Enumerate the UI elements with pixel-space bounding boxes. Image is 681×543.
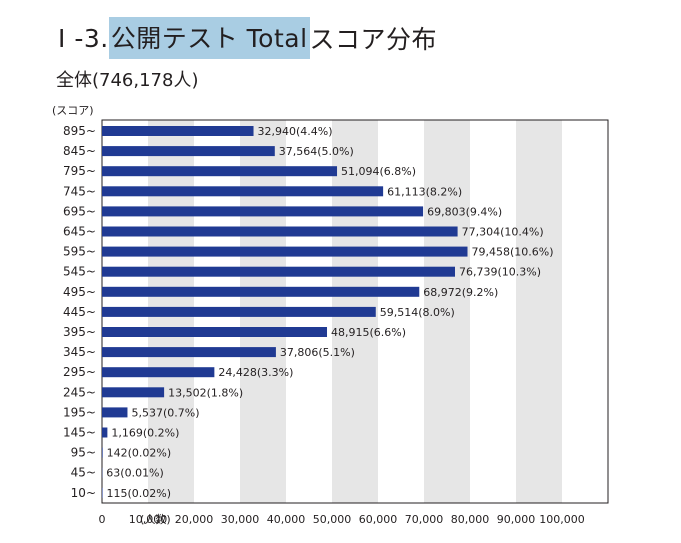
bar xyxy=(102,206,424,217)
y-tick-label: 745~ xyxy=(63,184,96,198)
y-tick-label: 495~ xyxy=(63,285,96,299)
bar xyxy=(102,286,420,297)
x-tick-label: 20,000 xyxy=(175,513,214,526)
x-tick-label: 90,000 xyxy=(497,513,536,526)
bar xyxy=(102,347,276,358)
data-label: 48,915(6.6%) xyxy=(331,326,406,339)
x-tick-label: 0 xyxy=(99,513,106,526)
title-prefix: I -3. xyxy=(58,23,109,53)
data-label: 79,458(10.6%) xyxy=(472,246,554,259)
y-tick-label: 295~ xyxy=(63,365,96,379)
x-axis-label: (人数) xyxy=(140,513,171,526)
y-tick-label: 795~ xyxy=(63,164,96,178)
y-tick-label: 845~ xyxy=(63,144,96,158)
y-tick-label: 395~ xyxy=(63,325,96,339)
bar xyxy=(102,266,455,277)
y-tick-label: 895~ xyxy=(63,124,96,138)
x-tick-label: 30,000 xyxy=(221,513,260,526)
y-tick-label: 145~ xyxy=(63,426,96,440)
y-tick-label: 345~ xyxy=(63,345,96,359)
data-label: 51,094(6.8%) xyxy=(341,165,416,178)
bar xyxy=(102,246,468,257)
y-tick-label: 245~ xyxy=(63,385,96,399)
y-tick-label: 10~ xyxy=(71,486,96,500)
y-tick-label: 545~ xyxy=(63,265,96,279)
data-label: 37,564(5.0%) xyxy=(279,145,354,158)
y-tick-label: 645~ xyxy=(63,225,96,239)
data-label: 68,972(9.2%) xyxy=(423,286,498,299)
data-label: 142(0.02%) xyxy=(107,447,172,460)
data-label: 59,514(8.0%) xyxy=(380,306,455,319)
x-tick-label: 10,000 xyxy=(129,513,168,526)
x-tick-label: 70,000 xyxy=(405,513,444,526)
title-highlight: 公開テスト Total xyxy=(108,17,310,59)
data-label: 77,304(10.4%) xyxy=(462,226,544,239)
data-label: 32,940(4.4%) xyxy=(258,125,333,138)
data-label: 37,806(5.1%) xyxy=(280,346,355,359)
y-tick-label: 695~ xyxy=(63,204,96,218)
bar xyxy=(102,447,103,458)
y-axis-label: (スコア) xyxy=(52,104,94,117)
bar xyxy=(102,186,384,197)
bar xyxy=(102,126,254,136)
data-label: 115(0.02%) xyxy=(107,487,172,500)
x-tick-label: 50,000 xyxy=(313,513,352,526)
data-label: 13,502(1.8%) xyxy=(168,386,243,399)
x-tick-label: 60,000 xyxy=(359,513,398,526)
chart-subtitle: 全体(746,178人) xyxy=(56,70,199,91)
data-label: 61,113(8.2%) xyxy=(387,185,462,198)
x-tick-label: 80,000 xyxy=(451,513,490,526)
grid-band xyxy=(424,120,470,503)
y-tick-label: 595~ xyxy=(63,245,96,259)
bar xyxy=(102,327,328,337)
bar xyxy=(102,146,275,157)
data-label: 24,428(3.3%) xyxy=(218,366,293,379)
bar xyxy=(102,427,108,438)
data-label: 1,169(0.2%) xyxy=(111,427,179,440)
bar xyxy=(102,407,128,418)
data-label: 5,537(0.7%) xyxy=(131,406,199,419)
bar xyxy=(102,306,376,317)
data-label: 76,739(10.3%) xyxy=(459,266,541,279)
x-tick-label: 100,000 xyxy=(539,513,585,526)
data-label: 63(0.01%) xyxy=(106,467,164,480)
bar xyxy=(102,226,458,237)
y-tick-label: 195~ xyxy=(63,405,96,419)
x-tick-label: 40,000 xyxy=(267,513,306,526)
bar xyxy=(102,487,103,498)
page-title: I -3. 公開テスト Total スコア分布 xyxy=(58,17,438,59)
y-tick-label: 45~ xyxy=(71,466,96,480)
y-tick-label: 95~ xyxy=(71,446,96,460)
grid-band xyxy=(516,120,562,503)
title-suffix: スコア分布 xyxy=(309,25,438,54)
bar xyxy=(102,387,165,398)
bar xyxy=(102,367,215,378)
data-label: 69,803(9.4%) xyxy=(427,205,502,218)
y-tick-label: 445~ xyxy=(63,305,96,319)
bar xyxy=(102,166,338,177)
